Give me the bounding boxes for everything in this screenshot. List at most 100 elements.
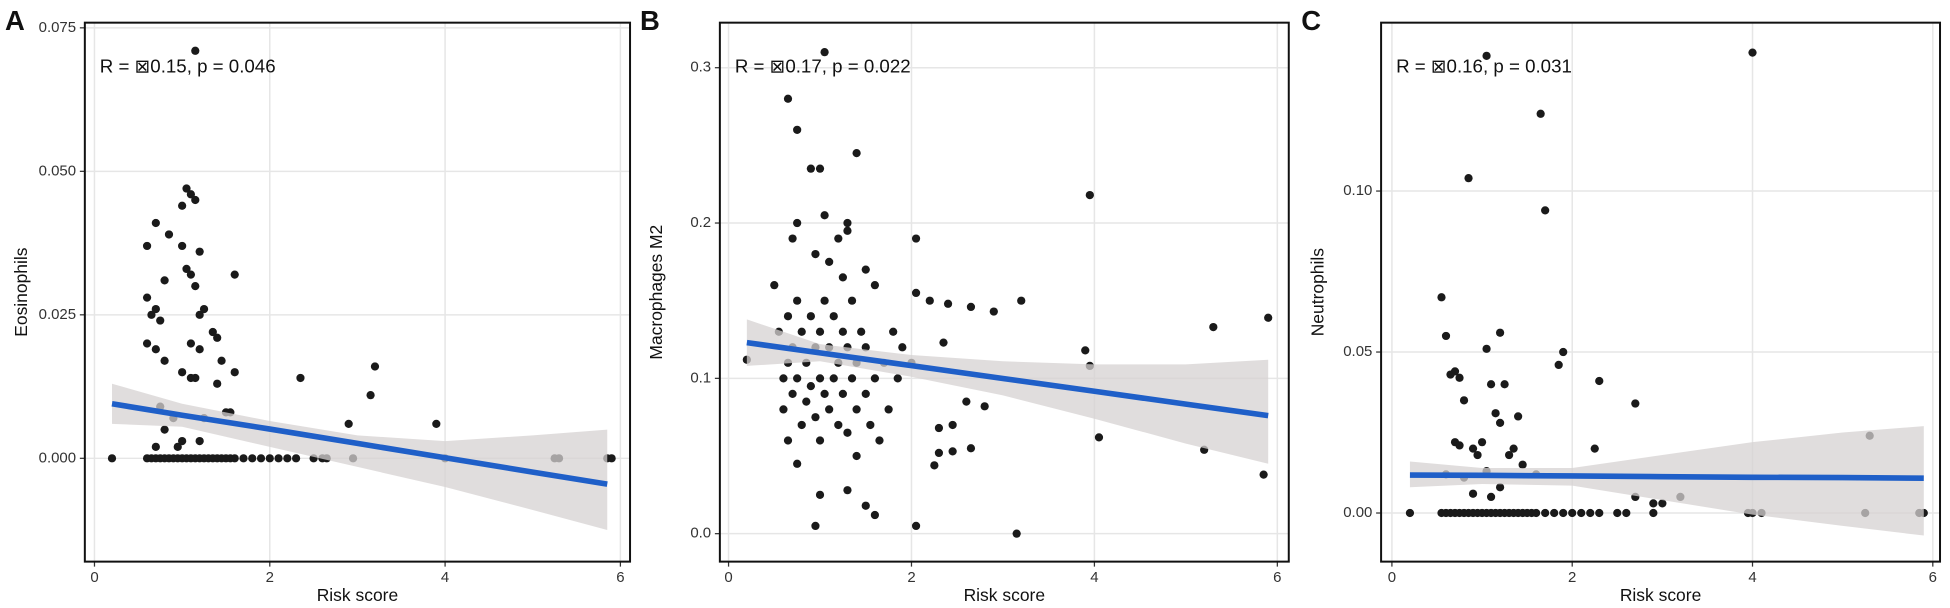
point [256,454,266,463]
y-tick-label: 0.3 [690,59,711,76]
point [1568,508,1577,518]
y-axis-label: Eosinophils [11,247,31,337]
point [825,257,834,266]
point [1468,444,1478,453]
point [1586,508,1595,518]
plot-area [107,46,616,531]
plot-background [719,22,1289,562]
point [870,281,880,290]
plot-border [718,21,1290,563]
point [1550,508,1559,518]
y-tick-label: 0.050 [39,162,76,179]
point [925,296,934,305]
x-tick-label: 6 [1273,569,1281,586]
point [1468,489,1478,498]
point [1514,412,1523,421]
point [1613,508,1622,518]
confidence-band [112,383,608,531]
point [861,389,870,399]
point [1518,460,1527,469]
point [195,247,204,256]
point [344,419,353,428]
plot-area [1405,48,1928,536]
point [911,234,921,243]
point [815,164,825,173]
point [843,428,852,437]
point [151,304,160,314]
x-tick-label: 0 [1388,569,1396,586]
point [861,265,870,274]
point [1477,438,1487,447]
point [847,374,857,383]
point [829,312,838,321]
y-tick-label: 0.0 [690,525,711,542]
point [934,423,944,433]
point [811,413,820,422]
point [151,442,160,451]
y-tick-label: 0.075 [39,19,76,36]
confidence-band [1409,426,1924,536]
point [943,299,953,308]
point [1491,409,1500,418]
point [191,46,200,55]
point [230,368,239,377]
point [815,327,825,336]
x-tick-label: 2 [1568,569,1576,586]
point [142,241,152,251]
point [1595,376,1604,386]
point [1495,328,1505,337]
point [820,389,829,399]
point [1577,508,1586,518]
point [1541,508,1550,518]
point [1559,347,1568,357]
point [793,218,802,228]
point [1504,450,1514,460]
point [1658,499,1667,508]
point [1094,433,1104,442]
point [875,436,884,445]
point [191,282,200,291]
point [191,195,200,205]
y-tick-label: 0.05 [1343,343,1372,360]
point [889,327,898,336]
point [178,241,187,251]
point [911,288,921,298]
point [939,338,948,347]
x-tick-label: 6 [1929,569,1937,586]
point [1455,373,1464,382]
point [1405,508,1415,518]
point [178,436,187,446]
point [156,316,165,325]
point [852,149,861,158]
point [1649,499,1658,508]
point [186,339,196,348]
point [151,345,160,354]
x-axis-label: Risk score [964,585,1045,605]
point [811,521,820,531]
point [370,362,380,371]
point [793,459,802,468]
point [815,436,825,445]
x-tick-label: 4 [1090,569,1098,586]
plot-border [1380,21,1942,563]
point [208,327,217,337]
y-tick-label: 0.2 [690,214,711,231]
point [852,451,861,461]
point [274,454,283,463]
point [783,312,793,321]
point [815,490,825,499]
point [1482,344,1491,353]
y-tick-label: 0.025 [39,306,76,323]
point [857,327,866,336]
point [793,374,802,383]
point [779,374,788,383]
point [1495,483,1505,492]
point [962,397,971,406]
plot-border [83,21,632,563]
point [182,264,191,274]
point [178,201,187,210]
point [793,296,802,305]
point [1486,380,1496,389]
x-tick-label: 4 [441,569,449,586]
